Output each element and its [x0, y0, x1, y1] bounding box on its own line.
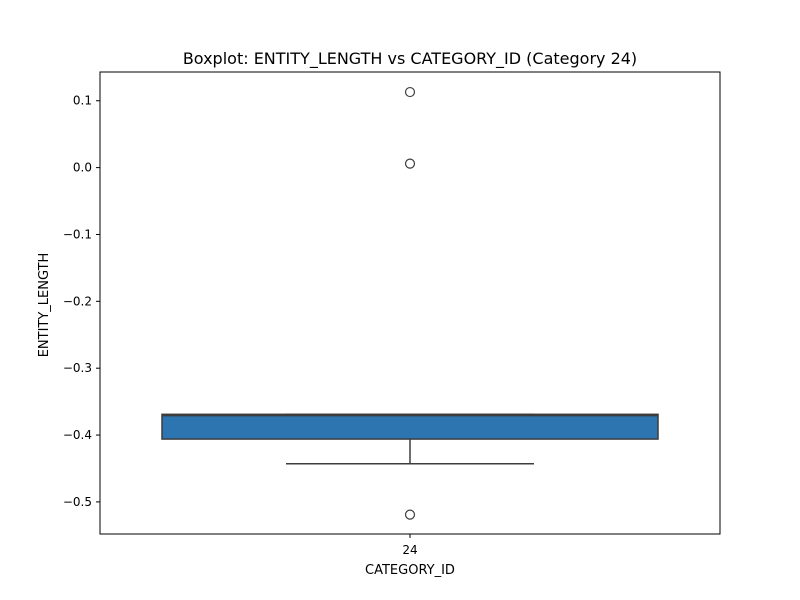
outlier-point	[404, 509, 416, 520]
x-tick-label: 24	[402, 543, 417, 557]
outlier-point	[404, 86, 416, 98]
y-tick-label: −0.1	[63, 227, 92, 241]
y-tick-label: −0.3	[63, 361, 92, 375]
chart-title: Boxplot: ENTITY_LENGTH vs CATEGORY_ID (C…	[183, 49, 637, 69]
outlier-point	[404, 158, 416, 169]
y-axis-label: ENTITY_LENGTH	[37, 253, 52, 358]
plot-area	[161, 86, 659, 520]
axes: 24 0.1 0.0 −0.1 −0.2 −0.3 −0.4 −0.5	[63, 71, 721, 557]
plot-frame	[99, 71, 721, 535]
y-tick-label: −0.5	[63, 495, 92, 509]
y-tick-label: 0.0	[73, 161, 92, 175]
y-tick-label: 0.1	[73, 94, 92, 108]
y-tick-label: −0.4	[63, 428, 92, 442]
y-tick-label: −0.2	[63, 294, 92, 308]
x-axis-label: CATEGORY_ID	[365, 563, 455, 578]
box-iqr	[161, 413, 659, 440]
